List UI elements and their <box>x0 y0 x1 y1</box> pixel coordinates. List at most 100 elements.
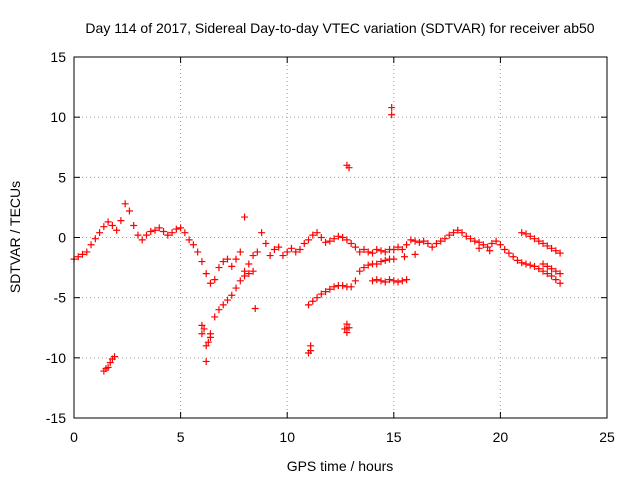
data-point <box>552 276 560 284</box>
data-point <box>386 276 394 284</box>
data-point <box>232 284 240 292</box>
data-point <box>351 243 359 251</box>
data-point <box>445 231 453 239</box>
data-point <box>108 221 116 229</box>
data-point <box>505 249 513 257</box>
data-point <box>211 313 219 321</box>
data-point <box>326 237 334 245</box>
data-point <box>151 226 159 234</box>
data-point <box>111 353 119 361</box>
data-point <box>189 241 197 249</box>
data-point <box>117 217 125 225</box>
data-point <box>513 256 521 264</box>
data-point <box>496 241 504 249</box>
data-point <box>125 207 133 215</box>
x-tick-label: 25 <box>599 429 615 445</box>
data-point <box>373 260 381 268</box>
data-point <box>83 248 91 256</box>
data-point <box>539 240 547 248</box>
data-point <box>245 260 253 268</box>
data-point <box>454 226 462 234</box>
data-point <box>381 278 389 286</box>
data-point <box>347 240 355 248</box>
data-point <box>479 241 487 249</box>
data-point <box>339 234 347 241</box>
data-point <box>341 325 349 333</box>
data-point <box>326 285 334 293</box>
data-point <box>121 200 129 208</box>
data-point <box>420 237 428 245</box>
axis-ticks: 0 5 10 15 20 25 -15 -10 -5 0 5 10 15 <box>46 49 615 445</box>
data-point <box>368 277 376 285</box>
data-point <box>228 262 236 270</box>
data-point <box>287 244 295 252</box>
data-point <box>345 324 353 332</box>
data-points <box>70 104 564 375</box>
data-point <box>279 252 287 260</box>
data-point <box>356 267 364 275</box>
data-point <box>330 283 338 291</box>
data-point <box>432 240 440 248</box>
data-point <box>381 248 389 256</box>
data-point <box>381 256 389 264</box>
data-point <box>253 248 261 256</box>
data-point <box>113 226 121 234</box>
data-point <box>360 264 368 272</box>
grid-lines <box>74 57 607 418</box>
data-point <box>202 342 210 350</box>
data-point <box>232 255 240 263</box>
y-tick-label: -15 <box>46 410 66 426</box>
data-point <box>155 224 163 232</box>
data-point <box>198 330 206 338</box>
data-point <box>411 237 419 245</box>
data-point <box>486 247 494 255</box>
data-point <box>462 232 470 240</box>
data-point <box>388 111 396 119</box>
data-point <box>360 246 368 254</box>
y-axis-label: SDTVAR / TECUs <box>7 181 23 293</box>
data-point <box>258 229 266 237</box>
data-point <box>509 253 517 261</box>
data-point <box>87 241 95 249</box>
data-point <box>185 236 193 244</box>
data-point <box>398 246 406 254</box>
data-point <box>322 238 330 246</box>
data-point <box>317 234 325 241</box>
data-point <box>343 329 351 337</box>
data-point <box>266 252 274 260</box>
data-point <box>556 270 564 278</box>
data-point <box>206 333 214 341</box>
data-point <box>74 253 82 261</box>
data-point <box>548 272 556 280</box>
data-point <box>241 213 249 221</box>
data-point <box>390 255 398 263</box>
data-point <box>194 248 202 256</box>
data-point <box>522 230 530 238</box>
data-point <box>475 238 483 246</box>
data-point <box>219 258 227 266</box>
data-point <box>164 231 172 239</box>
data-point <box>539 260 547 268</box>
data-point <box>501 246 509 254</box>
data-point <box>309 231 317 239</box>
data-point <box>373 276 381 284</box>
x-axis-label: GPS time / hours <box>287 458 394 474</box>
x-tick-label: 10 <box>279 429 295 445</box>
data-point <box>556 279 564 287</box>
data-point <box>177 224 185 232</box>
data-point <box>104 218 112 226</box>
x-tick-label: 0 <box>70 429 78 445</box>
data-point <box>347 283 355 291</box>
data-point <box>313 294 321 302</box>
data-point <box>390 277 398 285</box>
y-tick-label: -5 <box>54 290 67 306</box>
data-point <box>364 261 372 269</box>
data-point <box>343 236 351 244</box>
data-point <box>168 229 176 237</box>
data-point <box>317 290 325 298</box>
data-point <box>307 342 315 350</box>
data-point <box>475 244 483 252</box>
data-point <box>79 250 87 258</box>
